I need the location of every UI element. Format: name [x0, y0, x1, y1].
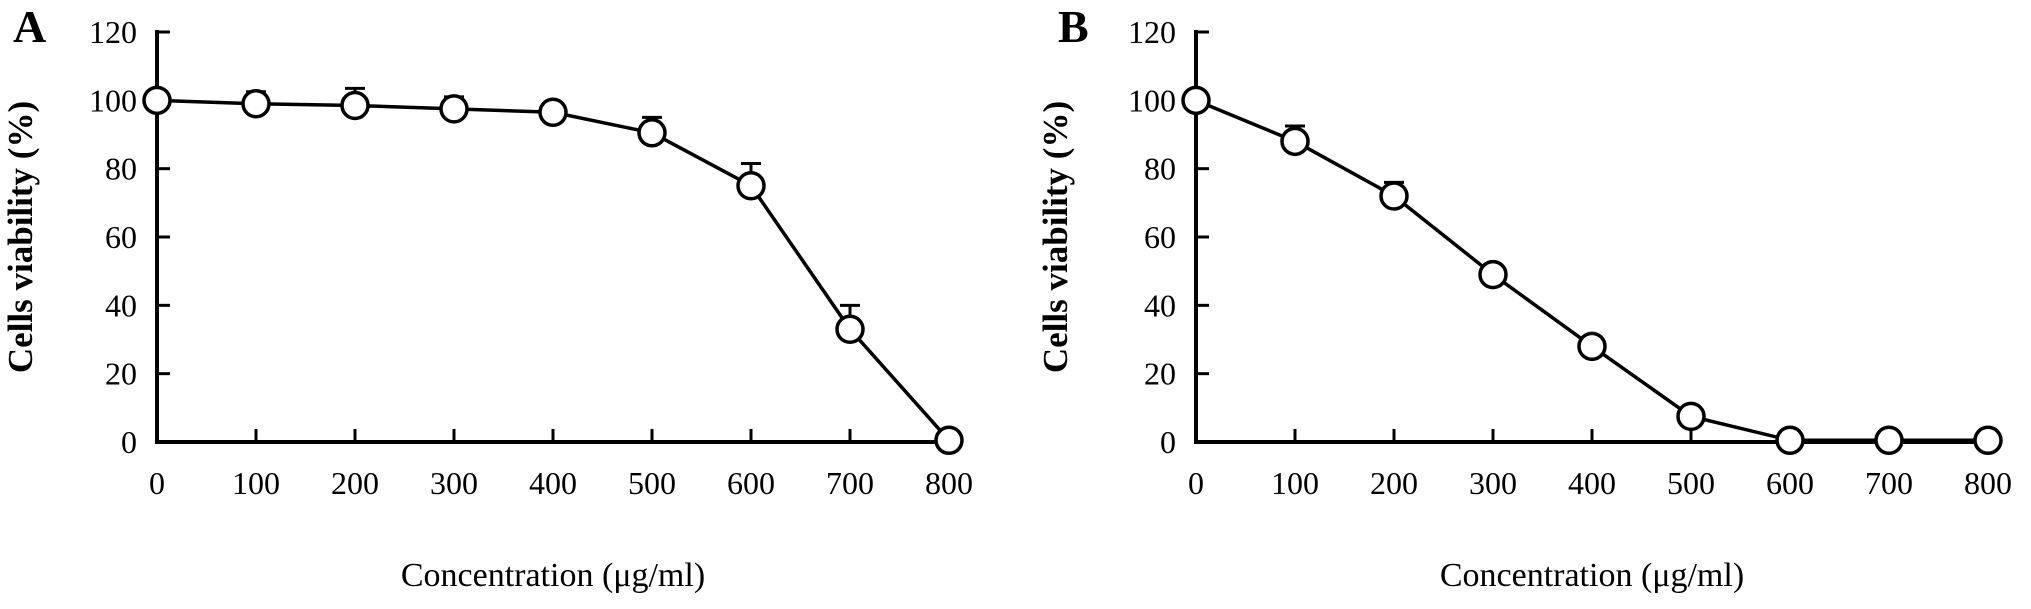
- data-point-marker: [439, 94, 469, 124]
- x-tick-label: 600: [1766, 465, 1814, 501]
- data-point-marker: [1478, 259, 1508, 290]
- y-tick-label: 0: [1160, 424, 1176, 460]
- x-tick-label: 400: [1568, 465, 1616, 501]
- data-point-marker: [1280, 126, 1310, 157]
- x-tick-label: 700: [826, 465, 874, 501]
- data-point-marker: [1181, 85, 1211, 116]
- y-tick-label: 20: [1144, 356, 1176, 392]
- data-line: [1195, 98, 1988, 443]
- x-tick-label: 300: [1469, 465, 1517, 501]
- panel-a: A 0 20 40 60 80 100 120 0 100 200 300 400 500 600 700 8…: [0, 0, 1015, 609]
- data-point-marker: [538, 97, 568, 128]
- x-tick-label: 400: [529, 465, 577, 501]
- y-tick-label: 100: [1128, 82, 1176, 118]
- y-tick-label: 60: [1144, 219, 1176, 255]
- x-tick-label: 800: [925, 465, 973, 501]
- y-axis-title: Cells viability (%): [1036, 101, 1075, 373]
- y-tick-label: 80: [105, 151, 137, 187]
- x-axis-title: Concentration (μg/ml): [1440, 557, 1744, 594]
- x-tick-label: 0: [149, 465, 165, 501]
- y-tick-label: 40: [105, 287, 137, 323]
- x-tick-label: 800: [1964, 465, 2012, 501]
- x-tick-label: 0: [1188, 465, 1204, 501]
- x-tick-label: 100: [1271, 465, 1319, 501]
- data-point-marker: [1379, 181, 1409, 211]
- y-tick-label: 80: [1144, 151, 1176, 187]
- x-axis-title: Concentration (μg/ml): [401, 557, 705, 594]
- data-point-marker: [835, 314, 865, 344]
- panel-b: B 0 20 40 60 80 100 120 0 100 200 300 400 500 600 700 8…: [1015, 0, 2031, 609]
- data-point-marker: [142, 85, 172, 116]
- y-tick-label: 120: [89, 14, 137, 50]
- x-tick-label: 200: [1370, 465, 1418, 501]
- data-point-marker: [637, 118, 667, 148]
- y-tick-label: 0: [121, 424, 137, 460]
- data-point-marker: [1973, 425, 2003, 456]
- data-point-marker: [736, 171, 766, 201]
- x-tick-label: 500: [1667, 465, 1715, 501]
- x-tick-label: 300: [430, 465, 478, 501]
- x-tick-label: 600: [727, 465, 775, 501]
- panel-label-a: A: [13, 1, 47, 52]
- data-point-marker: [934, 425, 964, 456]
- x-tick-label: 200: [331, 465, 379, 501]
- data-point-marker: [241, 89, 271, 119]
- y-tick-label: 20: [105, 356, 137, 392]
- x-tick-label: 700: [1865, 465, 1913, 501]
- panel-label-b: B: [1058, 1, 1089, 52]
- y-axis-title: Cells viability (%): [1, 101, 40, 373]
- chart-a-svg: 0 20 40 60 80 100 120 0 100 200 300 400 500 600 700 800…: [1, 14, 973, 594]
- data-point-marker: [340, 90, 370, 121]
- x-tick-label: 100: [232, 465, 280, 501]
- y-tick-label: 60: [105, 219, 137, 255]
- data-line: [156, 98, 951, 442]
- data-point-marker: [1775, 425, 1805, 456]
- y-tick-label: 100: [89, 82, 137, 118]
- data-point-marker: [1577, 331, 1607, 362]
- data-point-marker: [1676, 401, 1706, 432]
- x-tick-label: 500: [628, 465, 676, 501]
- y-tick-label: 120: [1128, 14, 1176, 50]
- chart-b-svg: 0 20 40 60 80 100 120 0 100 200 300 400 500 600 700 800…: [1036, 14, 2012, 594]
- y-tick-label: 40: [1144, 287, 1176, 323]
- data-point-marker: [1874, 425, 1904, 456]
